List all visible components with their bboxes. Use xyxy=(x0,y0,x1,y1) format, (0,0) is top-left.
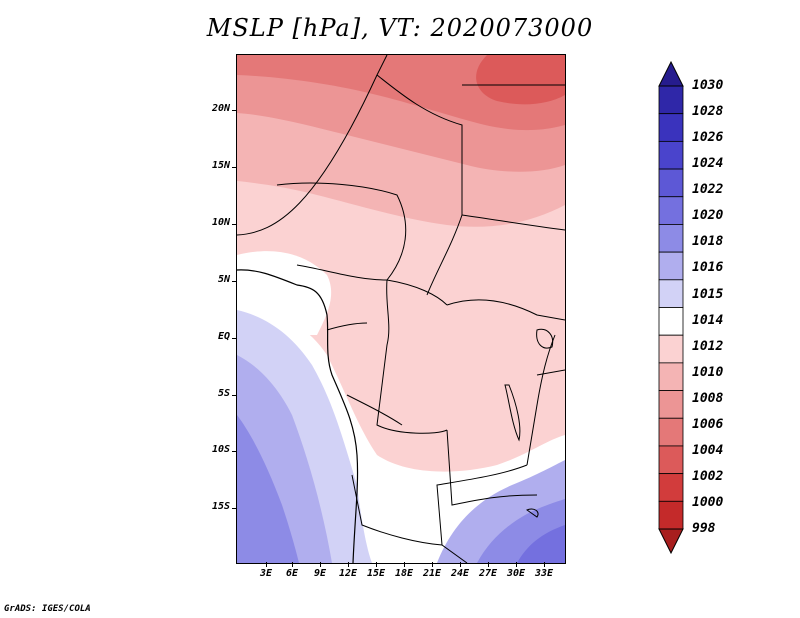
lon-label-15e: 15E xyxy=(366,568,386,579)
colorbar-top-arrow xyxy=(658,60,684,87)
lon-tick xyxy=(404,562,405,567)
colorbar-label: 1008 xyxy=(692,390,724,406)
colorbar-label: 1030 xyxy=(692,78,724,93)
lat-tick xyxy=(232,395,237,396)
lon-label-33e: 33E xyxy=(534,568,554,579)
colorbar-cell xyxy=(658,334,684,364)
lon-tick xyxy=(432,562,433,567)
lon-label-12e: 12E xyxy=(338,568,358,579)
colorbar-cell xyxy=(658,500,684,530)
lon-tick xyxy=(292,562,293,567)
colorbar-label: 1000 xyxy=(692,494,724,510)
lon-tick xyxy=(544,562,545,567)
lat-tick xyxy=(232,338,237,339)
band-1020-west xyxy=(237,415,299,563)
band-1022-se xyxy=(517,525,565,563)
lon-label-9e: 9E xyxy=(313,568,327,579)
mslp-map xyxy=(236,54,566,564)
lat-tick xyxy=(232,508,237,509)
lon-tick xyxy=(460,562,461,567)
colorbar-cell xyxy=(658,279,684,308)
colorbar-label: 1016 xyxy=(692,260,724,276)
map-title: MSLP [hPa], VT: 2020073000 xyxy=(206,14,594,42)
lon-label-27e: 27E xyxy=(478,568,498,579)
colorbar-cell xyxy=(658,307,684,336)
lat-label-eq: EQ xyxy=(217,331,230,342)
colorbar-cell xyxy=(658,168,684,198)
credit-text: GrADS: IGES/COLA xyxy=(4,604,91,614)
lat-label-15s: 15S xyxy=(211,501,230,512)
colorbar-cells xyxy=(658,85,684,530)
lat-tick xyxy=(232,110,237,111)
lat-label-10s: 10S xyxy=(211,444,230,455)
colorbar-cell xyxy=(658,85,684,115)
colorbar-cell xyxy=(658,445,684,475)
colorbar-label: 1006 xyxy=(692,416,724,432)
lake-victoria xyxy=(536,328,554,349)
lon-label-18e: 18E xyxy=(394,568,414,579)
band-1004 xyxy=(476,55,565,105)
colorbar-cell xyxy=(658,251,684,281)
lon-label-6e: 6E xyxy=(285,568,299,579)
colorbar-label: 1024 xyxy=(692,156,724,172)
colorbar-cell xyxy=(658,140,684,170)
lat-label-20n: 20N xyxy=(211,103,230,114)
colorbar-cell xyxy=(658,113,684,142)
colorbar-cell xyxy=(658,390,684,419)
colorbar-cell xyxy=(658,473,684,502)
lon-label-21e: 21E xyxy=(422,568,442,579)
colorbar-label: 998 xyxy=(692,521,716,536)
colorbar-label: 1028 xyxy=(692,104,724,120)
colorbar-label: 1018 xyxy=(692,234,724,250)
country-borders xyxy=(237,55,565,563)
lat-tick xyxy=(232,451,237,452)
colorbar-cell xyxy=(658,417,684,447)
lat-label-5s: 5S xyxy=(217,388,230,399)
lon-label-3e: 3E xyxy=(259,568,273,579)
lake-tanganyika xyxy=(504,384,521,442)
colorbar-label: 1010 xyxy=(692,364,724,380)
lat-label-10n: 10N xyxy=(211,217,230,228)
colorbar-label: 1014 xyxy=(692,312,724,328)
lon-label-30e: 30E xyxy=(506,568,526,579)
colorbar-cell xyxy=(658,224,684,253)
colorbar-label: 1022 xyxy=(692,182,724,198)
lat-tick xyxy=(232,281,237,282)
colorbar-label: 1020 xyxy=(692,208,724,224)
colorbar-label: 1004 xyxy=(692,442,724,458)
colorbar-label: 1026 xyxy=(692,130,724,146)
lon-tick xyxy=(488,562,489,567)
lon-tick xyxy=(348,562,349,567)
map-canvas xyxy=(237,55,565,563)
lon-tick xyxy=(516,562,517,567)
lon-tick xyxy=(320,562,321,567)
lake-malawi xyxy=(526,508,539,518)
colorbar-bottom-arrow xyxy=(658,528,684,555)
lat-tick xyxy=(232,167,237,168)
coastline xyxy=(237,269,359,563)
colorbar-cell xyxy=(658,196,684,225)
lat-label-5n: 5N xyxy=(217,274,230,285)
colorbar-label: 1012 xyxy=(692,338,724,354)
colorbar-cell xyxy=(658,362,684,391)
lon-tick xyxy=(266,562,267,567)
colorbar-label: 1015 xyxy=(692,286,724,302)
colorbar-label: 1002 xyxy=(692,468,724,484)
lon-tick xyxy=(376,562,377,567)
lat-tick xyxy=(232,224,237,225)
lon-label-24e: 24E xyxy=(450,568,470,579)
lat-label-15n: 15N xyxy=(211,160,230,171)
